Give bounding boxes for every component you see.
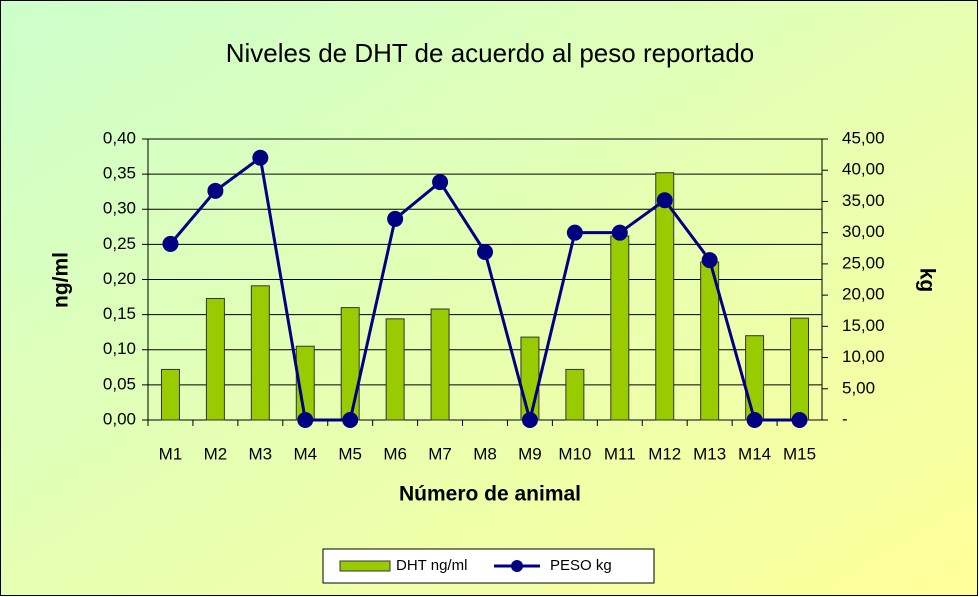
- x-tick-label: M1: [159, 444, 183, 463]
- x-tick-label: M7: [428, 444, 452, 463]
- x-tick-label: M13: [693, 444, 726, 463]
- bar: [790, 317, 810, 421]
- bar: [565, 368, 585, 421]
- y-tick-label: 0,20: [103, 269, 136, 288]
- y2-tick-label: -: [842, 409, 848, 428]
- point: [432, 174, 449, 191]
- bar: [520, 336, 540, 421]
- point: [521, 412, 538, 428]
- point: [791, 412, 808, 428]
- x-tick-label: M10: [558, 444, 591, 463]
- bar: [655, 172, 675, 421]
- bar: [385, 318, 405, 421]
- y-tick-label: 0,40: [103, 128, 136, 147]
- y-tick-label: 0,10: [103, 339, 136, 358]
- point: [387, 210, 404, 227]
- y-tick-label: 0,15: [103, 304, 136, 323]
- point: [162, 235, 179, 252]
- x-tick-label: M12: [648, 444, 681, 463]
- point: [701, 252, 718, 269]
- y-tick-label: 0,05: [103, 374, 136, 393]
- x-tick-label: M11: [604, 444, 636, 463]
- bar: [430, 308, 450, 421]
- y2-axis-label: kg: [915, 268, 938, 293]
- x-tick-label: M3: [249, 444, 273, 463]
- point: [297, 412, 314, 428]
- x-tick-label: M5: [338, 444, 362, 463]
- point: [342, 412, 359, 428]
- x-tick-label: M8: [473, 444, 497, 463]
- point: [656, 192, 673, 209]
- legend-label: DHT ng/ml: [396, 557, 467, 574]
- bar: [160, 368, 180, 421]
- x-tick-label: M15: [783, 444, 816, 463]
- legend-swatch: [339, 560, 391, 572]
- y-tick-label: 0,35: [103, 164, 136, 183]
- y2-tick-label: 20,00: [842, 285, 885, 304]
- y2-tick-label: 40,00: [842, 160, 885, 179]
- y-tick-label: 0,25: [103, 234, 136, 253]
- y2-tick-label: 35,00: [842, 191, 885, 210]
- point: [611, 224, 628, 241]
- x-tick-label: M14: [738, 444, 771, 463]
- y-tick-label: 0,00: [103, 409, 136, 428]
- point: [566, 224, 583, 241]
- x-tick-label: M4: [293, 444, 317, 463]
- y2-tick-label: 15,00: [842, 316, 885, 335]
- point: [207, 182, 224, 199]
- bar: [610, 235, 630, 421]
- point: [746, 412, 763, 428]
- y2-tick-label: 45,00: [842, 128, 885, 147]
- legend-swatch: [511, 560, 523, 572]
- x-tick-label: M6: [383, 444, 407, 463]
- y2-tick-label: 30,00: [842, 222, 885, 241]
- bar: [340, 307, 360, 421]
- x-tick-label: M9: [518, 444, 542, 463]
- bar: [250, 285, 270, 421]
- y2-tick-label: 5,00: [842, 378, 875, 397]
- point: [477, 244, 493, 261]
- x-axis-label: Número de animal: [399, 483, 581, 506]
- y-axis-label: ng/ml: [50, 252, 73, 308]
- legend-label: PESO kg: [550, 557, 612, 574]
- y2-tick-label: 25,00: [842, 253, 885, 272]
- chart-title: Niveles de DHT de acuerdo al peso report…: [226, 38, 755, 68]
- y2-tick-label: 10,00: [842, 347, 885, 366]
- bar: [745, 335, 765, 421]
- bar: [205, 297, 225, 421]
- point: [252, 149, 269, 166]
- y-tick-label: 0,30: [103, 199, 136, 218]
- x-tick-label: M2: [204, 444, 228, 463]
